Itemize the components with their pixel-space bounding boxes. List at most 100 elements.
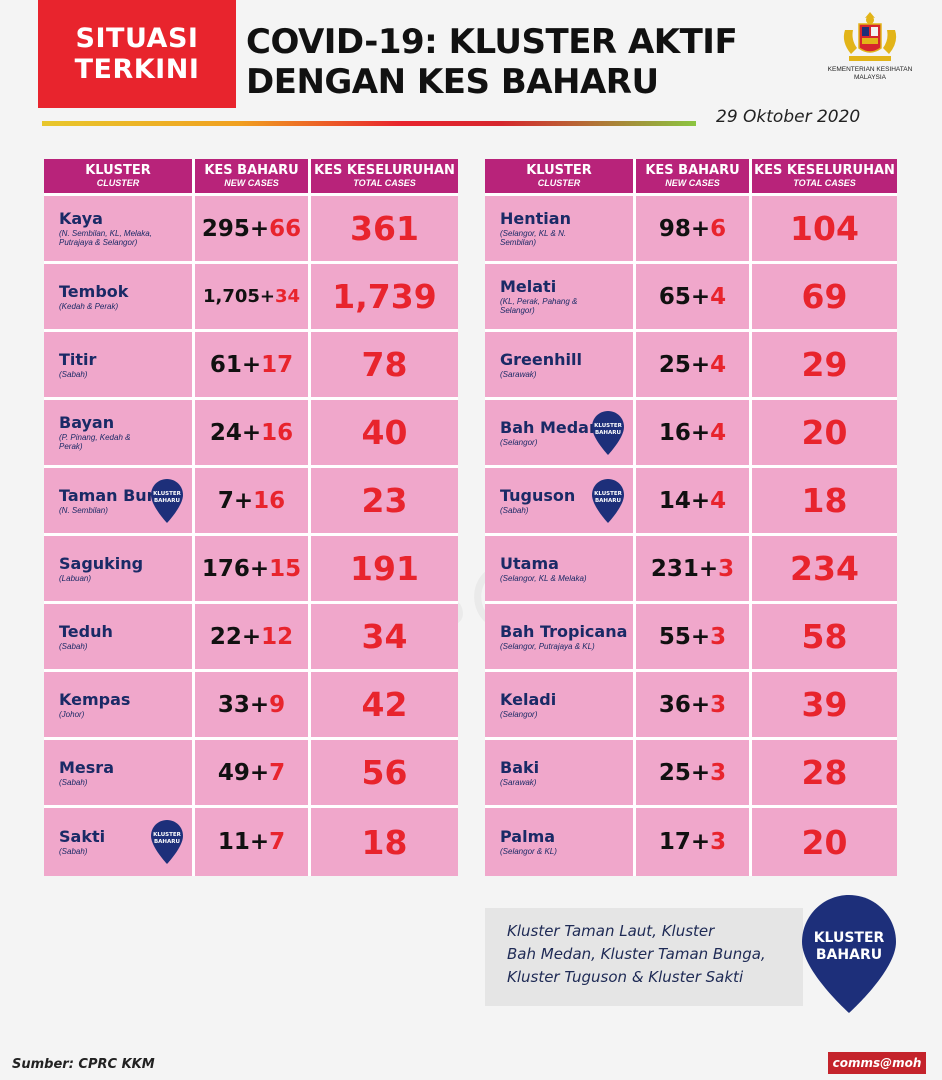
cluster-cell: Bah Tropicana (Selangor, Putrajaya & KL) [485,604,636,672]
page-title: COVID-19: KLUSTER AKTIF DENGAN KES BAHAR… [246,22,816,102]
new-cases-value: 176+15 [202,556,301,582]
cluster-name: Bah Medan [500,417,601,437]
table-row: Mesra (Sabah) 49+7 56 [44,740,458,808]
new-cases-value: 295+66 [202,216,301,242]
total-cases-value: 69 [801,277,848,316]
table-row: Utama (Selangor, KL & Melaka) 231+3 234 [485,536,897,604]
cluster-cell: Mesra (Sabah) [44,740,195,808]
total-cases-cell: 104 [752,196,897,264]
added-cases: 66 [269,215,302,242]
total-cases-cell: 234 [752,536,897,604]
total-cases-value: 78 [361,345,408,384]
table-row: Baki (Sarawak) 25+3 28 [485,740,897,808]
cluster-location: (P. Pinang, Kedah & Perak) [59,433,131,451]
cluster-location: (N. Sembilan, KL, Melaka, Putrajaya & Se… [59,229,152,247]
svg-text:KLUSTER: KLUSTER [594,491,623,497]
cluster-name: Bayan [59,413,115,432]
previous-cases: 295+ [201,215,270,242]
cluster-cell: Teduh (Sabah) [44,604,195,672]
added-cases: 7 [269,829,286,855]
added-cases: 3 [710,691,727,718]
new-cases-value: 25+4 [659,352,726,378]
cluster-location: (Sarawak) [500,777,537,787]
new-cases-cell: 176+15 [195,536,311,604]
cluster-location: (Selangor) [500,437,538,447]
new-cases-cell: 295+66 [195,196,311,264]
total-cases-cell: 20 [752,400,897,468]
added-cases: 34 [274,286,301,307]
cluster-cell: Kaya (N. Sembilan, KL, Melaka, Putrajaya … [44,196,195,264]
cluster-cell: Bayan (P. Pinang, Kedah & Perak) [44,400,195,468]
table-row: Greenhill (Sarawak) 25+4 29 [485,332,897,400]
title-line1: COVID-19: KLUSTER AKTIF [246,22,738,62]
new-cases-value: 25+3 [659,760,726,786]
new-cases-value: 98+6 [659,216,726,242]
table-row: Kempas (Johor) 33+9 42 [44,672,458,740]
report-date: 29 Oktober 2020 [716,107,861,127]
new-cases-cell: 22+12 [195,604,311,672]
cluster-location: (Selangor, KL & N. Sembilan) [500,229,567,247]
cluster-location: (Selangor) [500,709,538,719]
svg-text:KLUSTER: KLUSTER [153,832,182,838]
added-cases: 16 [253,487,286,514]
total-cases-value: 104 [790,209,859,248]
added-cases: 16 [261,419,294,446]
new-cases-value: 33+9 [218,692,285,718]
new-cases-value: 36+3 [659,692,726,718]
table-header-row: KLUSTER CLUSTER KES BAHARU NEW CASES KES K… [44,159,458,196]
total-cases-cell: 78 [311,332,458,400]
new-cases-cell: 7+16 [195,468,311,536]
added-cases: 4 [710,419,727,446]
table-row: Taman Bunga (N. Sembilan) KLUSTER BAHARU 7+1… [44,468,458,536]
previous-cases: 231+ [650,555,719,582]
header-divider [42,121,696,126]
new-cases-cell: 1,705+34 [195,264,311,332]
title-line2: DENGAN KES BAHARU [246,62,659,102]
added-cases: 15 [269,555,302,582]
legend-line2: Bah Medan, Kluster Taman Bunga, [507,945,766,963]
column-header-total-cases: KES KESELURUHAN TOTAL CASES [311,159,458,196]
svg-text:BAHARU: BAHARU [595,430,621,436]
new-cases-cell: 11+7 [195,808,311,876]
new-cases-cell: 231+3 [636,536,752,604]
new-cases-value: 16+4 [659,420,726,446]
new-cases-cell: 14+4 [636,468,752,536]
cluster-cell: Taman Bunga (N. Sembilan) KLUSTER BAHARU [44,468,195,536]
added-cases: 9 [269,691,286,718]
previous-cases: 14+ [658,487,711,514]
cluster-location: (Sabah) [59,369,88,379]
cluster-cell: Tembok (Kedah & Perak) [44,264,195,332]
cluster-name: Tembok [59,281,129,301]
previous-cases: 16+ [658,419,711,446]
situasi-terkini-badge: SITUASI TERKINI [38,0,236,108]
cluster-cell: Saguking (Labuan) [44,536,195,604]
cluster-name: Kempas [59,689,131,709]
cluster-name: Utama [500,553,559,573]
cluster-cell: Utama (Selangor, KL & Melaka) [485,536,636,604]
cluster-name: Saguking [59,553,144,573]
cluster-location: (Sabah) [59,777,88,787]
cluster-location: (N. Sembilan) [59,505,108,515]
column-header-cluster: KLUSTER CLUSTER [485,159,636,196]
cluster-name: Hentian [500,209,571,228]
badge-line1: SITUASI [75,23,199,54]
svg-text:BAHARU: BAHARU [154,839,180,845]
added-cases: 6 [710,215,727,242]
added-cases: 3 [718,555,735,582]
new-cases-cell: 25+4 [636,332,752,400]
total-cases-cell: 23 [311,468,458,536]
new-cases-value: 49+7 [218,760,285,786]
total-cases-value: 28 [801,753,848,792]
new-cases-cell: 61+17 [195,332,311,400]
new-cases-value: 11+7 [218,829,285,855]
cluster-cell: Greenhill (Sarawak) [485,332,636,400]
total-cases-cell: 18 [311,808,458,876]
previous-cases: 36+ [658,691,711,718]
new-cases-value: 55+3 [659,624,726,650]
total-cases-value: 191 [350,549,419,588]
cluster-name: Bah Tropicana [500,621,628,641]
cluster-cell: Keladi (Selangor) [485,672,636,740]
table-row: Bah Medan (Selangor) KLUSTER BAHARU 16+4 20 [485,400,897,468]
new-cluster-legend: Kluster Taman Laut, Kluster Bah Medan, K… [485,908,803,1006]
cluster-name: Sakti [59,827,106,846]
